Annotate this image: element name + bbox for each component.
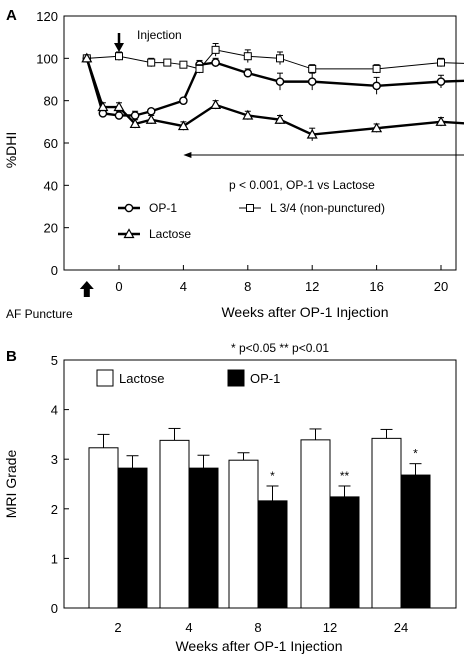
y-tick-label-b: 5 — [51, 353, 58, 368]
bar-op1 — [400, 474, 431, 609]
x-tick-label-a: 20 — [434, 279, 448, 294]
pvalue-label: p < 0.001, OP-1 vs Lactose — [229, 178, 375, 192]
data-point-triangle — [306, 128, 318, 139]
y-tick-label-b: 4 — [51, 403, 58, 418]
data-point-square — [179, 60, 188, 69]
y-tick-label-b: 2 — [51, 502, 58, 517]
chart-a: 02040608010012004812162024OP-1L 3/4 (non… — [36, 9, 464, 297]
panel-a-letter: A — [6, 7, 17, 24]
puncture-arrow-head — [79, 281, 94, 289]
y-tick-label-a: 20 — [44, 221, 58, 236]
data-point-square — [195, 64, 204, 73]
y-tick-label-b: 1 — [51, 551, 58, 566]
bar-lactose — [228, 459, 259, 609]
bar-lactose — [371, 437, 402, 609]
data-point-square — [243, 52, 252, 61]
data-point-square — [372, 64, 381, 73]
x-tick-label-a: 0 — [115, 279, 122, 294]
legend-label-op1: OP-1 — [250, 371, 280, 386]
legend-label-circle: OP-1 — [149, 201, 177, 215]
data-point-circle — [307, 77, 317, 86]
bar-op1 — [329, 496, 360, 609]
series-line-square — [86, 49, 464, 70]
data-point-triangle — [435, 116, 447, 126]
bar-op1 — [117, 467, 148, 609]
bar-lactose — [159, 439, 190, 609]
bar-op1 — [188, 467, 219, 609]
data-point-square — [211, 45, 220, 54]
data-point-circle — [372, 81, 381, 91]
data-point-square — [308, 64, 317, 73]
x-tick-label-b: 8 — [254, 620, 261, 635]
significance-marker: ** — [340, 469, 350, 483]
x-tick-label-a: 12 — [305, 279, 319, 294]
x-tick-label-a: 16 — [369, 279, 383, 294]
y-tick-label-b: 0 — [51, 601, 58, 616]
y-tick-label-a: 80 — [44, 94, 58, 109]
data-point-triangle — [81, 52, 93, 63]
y-tick-label-a: 40 — [44, 178, 58, 193]
y-tick-label-a: 120 — [36, 9, 58, 24]
puncture-arrow-shaft — [83, 288, 90, 297]
injection-arrow-head — [114, 43, 124, 52]
legend-marker-square — [246, 204, 254, 212]
legend-label-lactose: Lactose — [119, 371, 165, 386]
significance-note: * p<0.05 ** p<0.01 — [231, 341, 329, 355]
panel-a-xlabel: Weeks after OP-1 Injection — [221, 304, 388, 320]
x-tick-label-b: 24 — [394, 620, 408, 635]
x-tick-label-b: 12 — [323, 620, 337, 635]
data-point-triangle — [242, 109, 254, 120]
y-tick-label-b: 3 — [51, 452, 58, 467]
data-point-square — [147, 58, 156, 67]
x-tick-label-b: 4 — [185, 620, 192, 635]
legend-marker-triangle — [123, 228, 135, 239]
range-arrow-left — [183, 152, 192, 158]
legend-label-triangle: Lactose — [149, 227, 191, 241]
data-point-triangle — [274, 113, 286, 124]
data-point-circle — [243, 68, 253, 78]
panel-a-ylabel: %DHI — [3, 132, 19, 169]
data-point-circle — [211, 58, 220, 67]
data-point-square — [437, 58, 445, 67]
bar-op1 — [257, 500, 288, 609]
data-point-square — [163, 58, 172, 67]
data-point-triangle — [97, 101, 109, 112]
data-point-triangle — [145, 113, 157, 124]
legend-label-square: L 3/4 (non-punctured) — [270, 201, 385, 215]
bar-lactose — [88, 447, 119, 609]
series-line-circle — [85, 57, 464, 117]
af-puncture-label: AF Puncture — [6, 307, 73, 321]
x-tick-label-b: 2 — [114, 620, 121, 635]
data-point-circle — [275, 77, 285, 86]
y-tick-label-a: 100 — [36, 51, 58, 66]
data-point-triangle — [210, 99, 222, 110]
significance-marker: * — [413, 447, 418, 461]
data-point-circle — [114, 111, 124, 120]
legend-swatch-op1 — [227, 369, 245, 387]
data-point-circle — [146, 106, 156, 116]
legend-swatch-lactose — [96, 369, 114, 387]
data-point-square — [276, 54, 284, 63]
data-point-triangle — [371, 122, 383, 133]
x-tick-label-a: 8 — [244, 279, 251, 294]
data-point-square — [115, 52, 123, 61]
data-point-triangle — [129, 118, 141, 129]
panel-b-xlabel: Weeks after OP-1 Injection — [175, 638, 342, 654]
significance-marker: * — [270, 469, 275, 483]
data-point-triangle — [177, 120, 189, 131]
data-point-circle — [130, 111, 140, 120]
injection-label: Injection — [137, 28, 182, 42]
bar-lactose — [300, 439, 331, 609]
data-point-triangle — [113, 101, 125, 112]
x-tick-label-a: 4 — [180, 279, 187, 294]
y-tick-label-a: 60 — [44, 136, 58, 151]
legend-marker-circle — [124, 203, 134, 213]
panel-b-letter: B — [6, 348, 17, 365]
data-point-circle — [436, 77, 446, 86]
data-point-circle — [179, 96, 188, 105]
panel-b-ylabel: MRI Grade — [3, 450, 19, 519]
y-tick-label-a: 0 — [51, 263, 58, 278]
